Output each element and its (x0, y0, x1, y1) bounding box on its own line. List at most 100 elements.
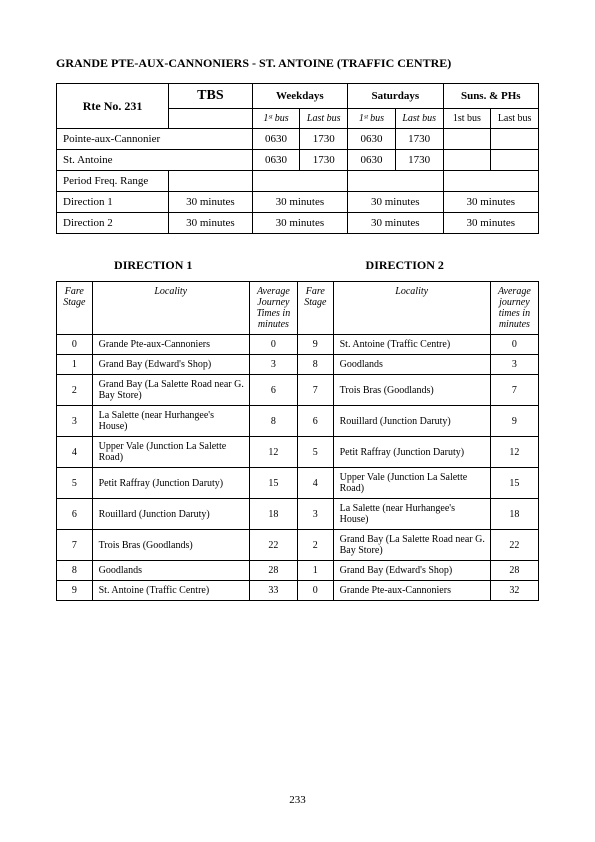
freq-cell: 30 minutes (169, 192, 253, 213)
blank-cell (252, 171, 347, 192)
avg-cell: 28 (249, 561, 297, 581)
locality-cell: Grand Bay (La Salette Road near G. Bay S… (92, 375, 249, 406)
locality-cell: La Salette (near Hurhangee's House) (333, 499, 490, 530)
time-cell (443, 129, 491, 150)
col-header-avg: Average journey times in minutes (490, 282, 538, 335)
avg-cell: 12 (490, 437, 538, 468)
bus-head: Last bus (300, 109, 348, 129)
time-cell: 1730 (395, 129, 443, 150)
time-cell: 1730 (300, 150, 348, 171)
bus-head: 1ˢᵗ bus (252, 109, 300, 129)
locality-cell: Rouillard (Junction Daruty) (92, 499, 249, 530)
table-row: 8Goodlands281Grand Bay (Edward's Shop)28 (57, 561, 539, 581)
direction-label: Direction 1 (57, 192, 169, 213)
avg-cell: 7 (490, 375, 538, 406)
time-cell: 0630 (252, 129, 300, 150)
stage-cell: 9 (57, 581, 93, 601)
locality-cell: Grand Bay (Edward's Shop) (92, 355, 249, 375)
direction-label: Direction 2 (57, 213, 169, 234)
locality-cell: Grande Pte-aux-Cannoniers (92, 335, 249, 355)
avg-cell: 22 (249, 530, 297, 561)
avg-cell: 15 (249, 468, 297, 499)
freq-cell: 30 minutes (252, 192, 347, 213)
freq-cell: 30 minutes (348, 192, 443, 213)
stage-cell: 4 (57, 437, 93, 468)
table-row: 7Trois Bras (Goodlands)222Grand Bay (La … (57, 530, 539, 561)
stage-cell: 9 (297, 335, 333, 355)
time-cell: 0630 (252, 150, 300, 171)
locality-cell: Rouillard (Junction Daruty) (333, 406, 490, 437)
stage-cell: 1 (57, 355, 93, 375)
tbs-label: TBS (169, 84, 253, 109)
locality-table: Fare Stage Locality Average Journey Time… (56, 281, 539, 601)
terminal-name: St. Antoine (57, 150, 253, 171)
locality-cell: Goodlands (333, 355, 490, 375)
locality-cell: Grande Pte-aux-Cannoniers (333, 581, 490, 601)
locality-cell: St. Antoine (Traffic Centre) (333, 335, 490, 355)
avg-cell: 18 (249, 499, 297, 530)
col-header-stage: Fare Stage (57, 282, 93, 335)
blank-cell (348, 171, 443, 192)
avg-cell: 18 (490, 499, 538, 530)
stage-cell: 8 (297, 355, 333, 375)
freq-cell: 30 minutes (348, 213, 443, 234)
stage-cell: 7 (297, 375, 333, 406)
locality-cell: Trois Bras (Goodlands) (333, 375, 490, 406)
page-title: GRANDE PTE-AUX-CANNONIERS - ST. ANTOINE … (56, 56, 539, 71)
bus-head: 1st bus (443, 109, 491, 129)
avg-cell: 15 (490, 468, 538, 499)
schedule-table: Rte No. 231 TBS Weekdays Saturdays Suns.… (56, 83, 539, 234)
avg-cell: 9 (490, 406, 538, 437)
direction-heading-2: DIRECTION 2 (250, 258, 539, 273)
col-header-stage: Fare Stage (297, 282, 333, 335)
avg-cell: 12 (249, 437, 297, 468)
table-row: 3La Salette (near Hurhangee's House)86Ro… (57, 406, 539, 437)
locality-cell: Petit Raffray (Junction Daruty) (92, 468, 249, 499)
stage-cell: 6 (57, 499, 93, 530)
stage-cell: 0 (297, 581, 333, 601)
avg-cell: 33 (249, 581, 297, 601)
stage-cell: 1 (297, 561, 333, 581)
stage-cell: 3 (297, 499, 333, 530)
stage-cell: 2 (57, 375, 93, 406)
blank-cell (443, 171, 538, 192)
avg-cell: 3 (249, 355, 297, 375)
locality-cell: Upper Vale (Junction La Salette Road) (333, 468, 490, 499)
terminal-name: Pointe-aux-Cannonier (57, 129, 253, 150)
avg-cell: 32 (490, 581, 538, 601)
stage-cell: 3 (57, 406, 93, 437)
stage-cell: 5 (57, 468, 93, 499)
time-cell (443, 150, 491, 171)
table-row: 0Grande Pte-aux-Cannoniers09St. Antoine … (57, 335, 539, 355)
page-number: 233 (0, 794, 595, 806)
stage-cell: 2 (297, 530, 333, 561)
freq-cell: 30 minutes (443, 213, 538, 234)
table-row: 5Petit Raffray (Junction Daruty)154Upper… (57, 468, 539, 499)
time-cell (491, 129, 539, 150)
avg-cell: 8 (249, 406, 297, 437)
bus-head: Last bus (395, 109, 443, 129)
locality-cell: Goodlands (92, 561, 249, 581)
avg-cell: 3 (490, 355, 538, 375)
table-row: 9St. Antoine (Traffic Centre)330Grande P… (57, 581, 539, 601)
locality-cell: Grand Bay (Edward's Shop) (333, 561, 490, 581)
avg-cell: 6 (249, 375, 297, 406)
locality-cell: La Salette (near Hurhangee's House) (92, 406, 249, 437)
time-cell (491, 150, 539, 171)
bus-head: Last bus (491, 109, 539, 129)
blank-cell (169, 171, 253, 192)
bus-head: 1ˢᵗ bus (348, 109, 396, 129)
locality-cell: Upper Vale (Junction La Salette Road) (92, 437, 249, 468)
stage-cell: 4 (297, 468, 333, 499)
time-cell: 0630 (348, 129, 396, 150)
time-cell: 0630 (348, 150, 396, 171)
avg-cell: 28 (490, 561, 538, 581)
stage-cell: 8 (57, 561, 93, 581)
table-row: 6Rouillard (Junction Daruty)183La Salett… (57, 499, 539, 530)
blank-cell (169, 109, 253, 129)
freq-cell: 30 minutes (443, 192, 538, 213)
locality-cell: St. Antoine (Traffic Centre) (92, 581, 249, 601)
freq-cell: 30 minutes (169, 213, 253, 234)
avg-cell: 0 (249, 335, 297, 355)
table-row: 1Grand Bay (Edward's Shop)38Goodlands3 (57, 355, 539, 375)
